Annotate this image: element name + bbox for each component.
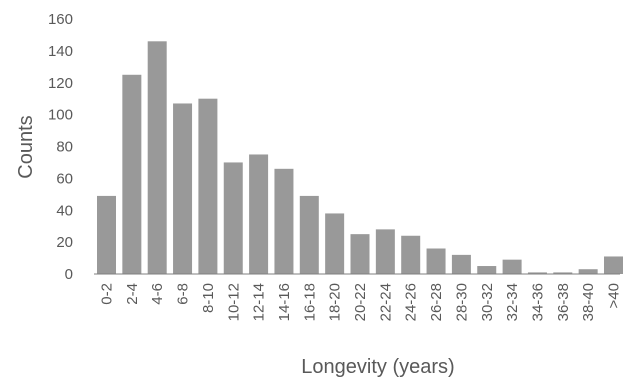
x-tick-label: 6-8 xyxy=(175,283,192,305)
bar xyxy=(299,195,319,274)
x-tick-label: 28-30 xyxy=(453,283,470,321)
x-axis-title: Longevity (years) xyxy=(301,356,454,378)
bar xyxy=(198,98,218,274)
x-tick-label: 30-32 xyxy=(479,283,496,321)
x-tick-label: 32-34 xyxy=(504,283,521,321)
x-tick-label: 12-14 xyxy=(251,283,268,321)
x-tick-label: 2-4 xyxy=(124,283,141,305)
x-tick-label: 10-12 xyxy=(225,283,242,321)
bar xyxy=(401,235,421,274)
x-tick-label: 0-2 xyxy=(99,283,116,305)
bar xyxy=(325,213,345,274)
bar xyxy=(173,103,193,274)
bar xyxy=(223,162,243,274)
x-tick-label: 36-38 xyxy=(555,283,572,321)
y-tick-label: 80 xyxy=(56,139,73,156)
bar xyxy=(249,154,269,274)
bar xyxy=(527,272,547,274)
bar xyxy=(604,256,623,274)
bar xyxy=(426,248,446,274)
y-tick-label: 100 xyxy=(48,107,73,124)
x-axis-ticks: 0-2 2-4 4-6 6-8 8-10 10-12 12-14 14-16 16-18 18-2… xyxy=(99,283,623,321)
bar xyxy=(274,168,294,274)
y-tick-label: 0 xyxy=(65,266,73,283)
x-tick-label: 34-36 xyxy=(529,283,546,321)
x-tick-label: 20-22 xyxy=(352,283,369,321)
y-axis-ticks: 0 20 40 60 80 100 120 140 160 xyxy=(48,11,73,283)
y-tick-label: 20 xyxy=(56,234,73,251)
bar xyxy=(97,195,116,274)
x-tick-label: 14-16 xyxy=(276,283,293,321)
x-tick-label: 18-20 xyxy=(327,283,344,321)
bar xyxy=(578,269,598,274)
y-tick-label: 40 xyxy=(56,202,73,219)
x-tick-label: >40 xyxy=(606,283,623,308)
x-tick-label: 38-40 xyxy=(580,283,597,321)
x-tick-label: 26-28 xyxy=(428,283,445,321)
bar xyxy=(502,259,522,274)
bars xyxy=(97,41,623,274)
y-tick-label: 60 xyxy=(56,170,73,187)
x-tick-label: 16-18 xyxy=(301,283,318,321)
y-axis-title: Counts xyxy=(15,115,37,178)
bar xyxy=(451,254,471,274)
bar xyxy=(477,266,497,274)
y-tick-label: 160 xyxy=(48,11,73,28)
y-tick-label: 120 xyxy=(48,75,73,92)
bar xyxy=(147,41,167,274)
bar xyxy=(375,229,395,274)
x-tick-label: 22-24 xyxy=(377,283,394,321)
bar xyxy=(350,234,370,274)
x-tick-label: 8-10 xyxy=(200,283,217,313)
bar xyxy=(122,74,142,274)
x-tick-label: 4-6 xyxy=(149,283,166,305)
x-tick-label: 24-26 xyxy=(403,283,420,321)
y-tick-label: 140 xyxy=(48,43,73,60)
bar xyxy=(553,272,573,274)
